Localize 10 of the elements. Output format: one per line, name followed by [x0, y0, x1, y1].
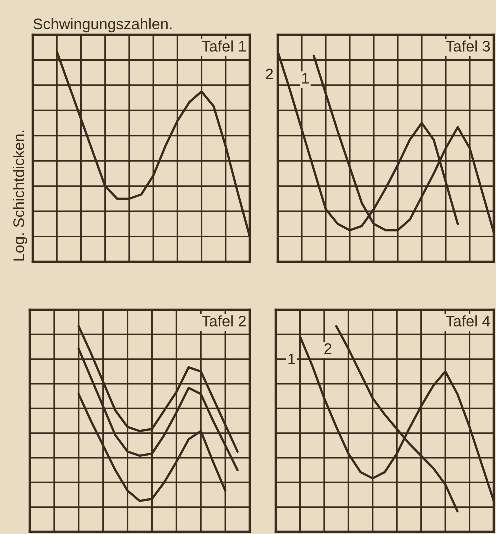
y-axis-title: Log. Schichtdicken.: [13, 130, 28, 261]
series-label: 2: [266, 68, 274, 80]
x-axis-title: Schwingungszahlen.: [34, 18, 172, 33]
series-label: 2: [324, 344, 332, 354]
chart-title: Tafel 2: [202, 316, 246, 327]
series-label: 1: [288, 354, 296, 364]
chart-title: Tafel 3: [446, 40, 490, 52]
series-label: 1: [302, 73, 310, 84]
chart-title: Tafel 4: [446, 316, 490, 327]
chart-title: Tafel 1: [202, 40, 246, 52]
